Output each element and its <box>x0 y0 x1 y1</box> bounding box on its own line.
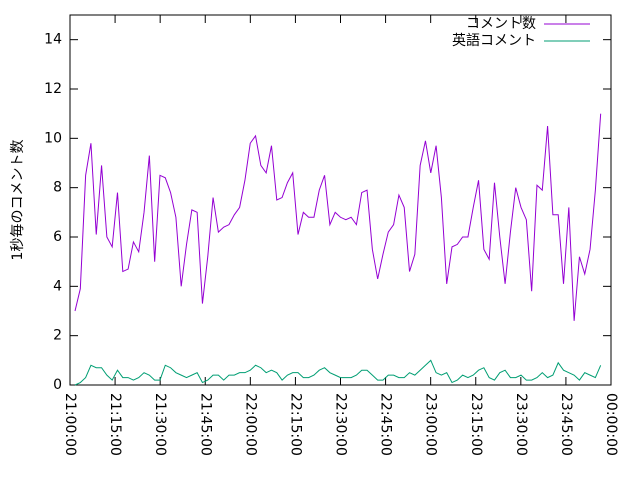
legend-label: 英語コメント <box>452 32 536 49</box>
x-tick-label: 22:15:00 <box>287 393 303 456</box>
y-tick-label: 6 <box>53 229 62 245</box>
y-tick-label: 8 <box>53 180 62 196</box>
x-tick-label: 23:15:00 <box>468 393 484 456</box>
x-tick-label: 22:30:00 <box>333 393 349 456</box>
x-tick-label: 22:00:00 <box>242 393 258 456</box>
y-tick-label: 0 <box>53 377 62 393</box>
y-tick-label: 12 <box>44 81 62 97</box>
x-tick-label: 23:30:00 <box>513 393 529 456</box>
x-tick-label: 21:15:00 <box>107 393 123 456</box>
y-tick-label: 14 <box>44 32 62 48</box>
series-line <box>74 113 602 321</box>
y-axis-label: 1秒毎のコメント数 <box>10 140 26 261</box>
x-tick-label: 23:45:00 <box>558 393 574 456</box>
x-tick-label: 21:30:00 <box>152 393 168 456</box>
x-tick-label: 00:00:00 <box>603 393 619 456</box>
y-tick-label: 2 <box>53 328 62 344</box>
x-tick-label: 21:45:00 <box>197 393 213 456</box>
series-line <box>74 359 602 386</box>
y-tick-label: 10 <box>44 130 62 146</box>
legend-label: コメント数 <box>466 16 536 32</box>
x-tick-label: 22:45:00 <box>378 393 394 456</box>
x-tick-label: 23:00:00 <box>423 393 439 456</box>
x-tick-label: 21:00:00 <box>62 393 78 456</box>
y-tick-label: 4 <box>53 278 62 294</box>
